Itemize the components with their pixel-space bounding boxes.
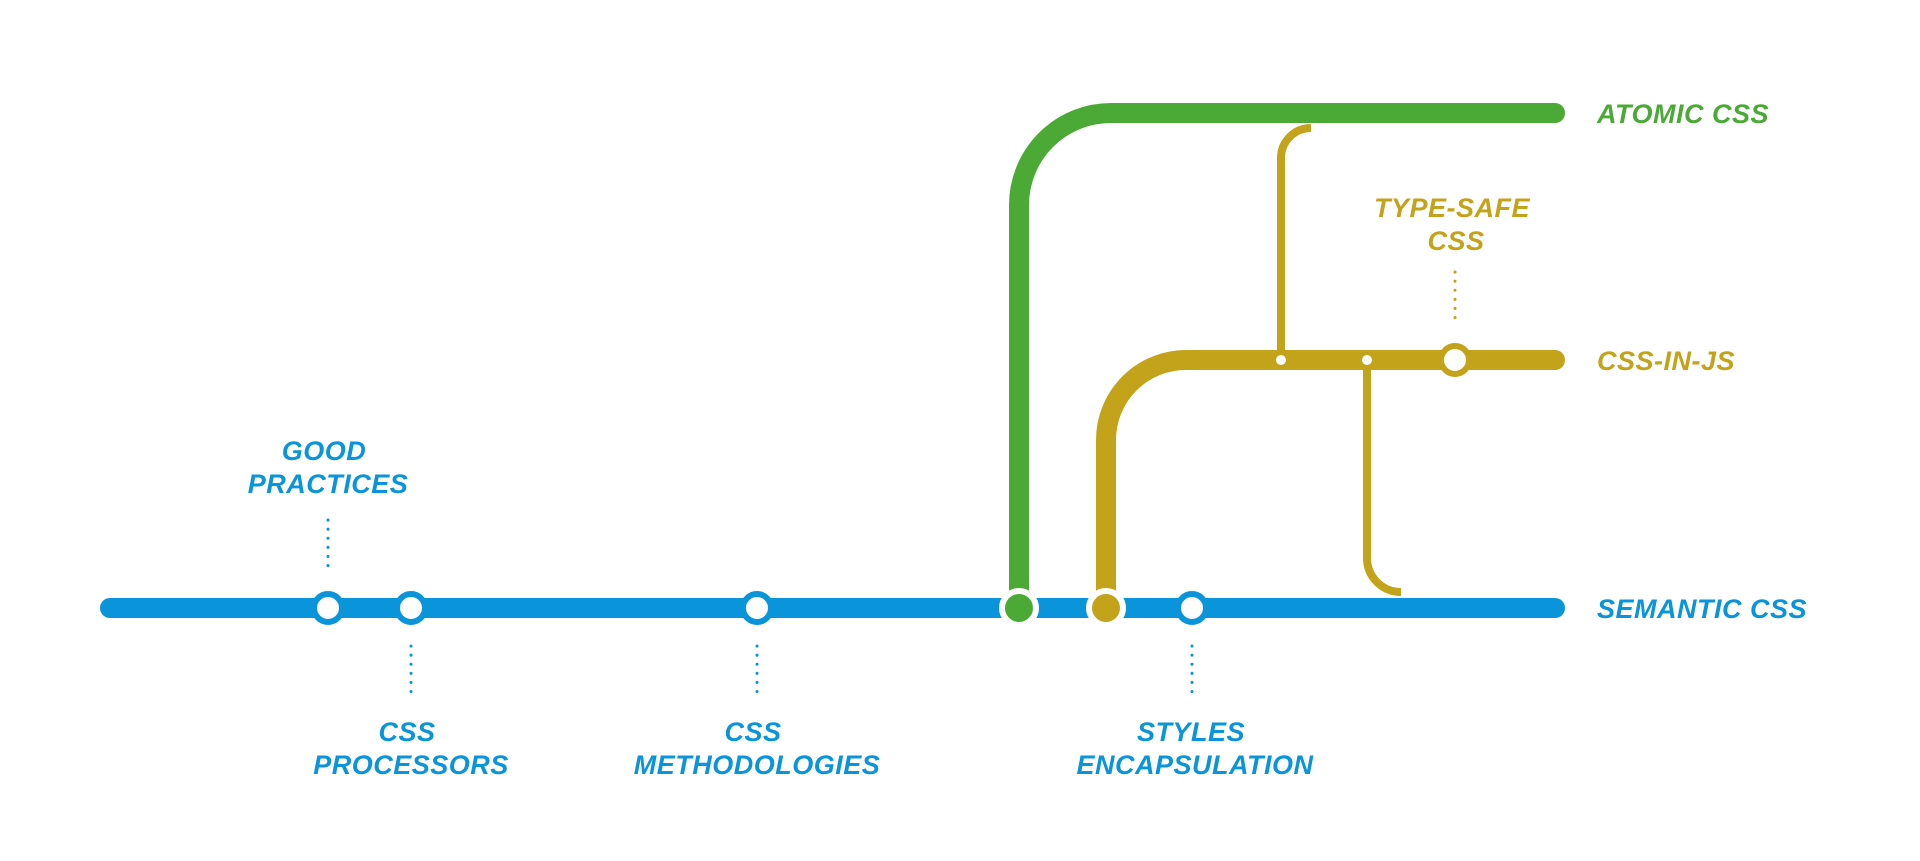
station-css-processors: [394, 591, 428, 625]
station-label-styles-encapsulation: STYLES ENCAPSULATION: [1076, 717, 1313, 780]
station-label-css-processors: CSS PROCESSORS: [313, 717, 509, 780]
station-label-type-safe-css: TYPE-SAFE CSS: [1374, 193, 1538, 256]
leader-lines: [326, 270, 1457, 702]
line-label-semantic-css: SEMANTIC CSS: [1597, 594, 1807, 624]
station-label-line: METHODOLOGIES: [634, 750, 881, 780]
station-label-line: PROCESSORS: [313, 750, 509, 780]
css-in-js-branch-to-atomic: [1277, 124, 1312, 360]
station-label-line: STYLES: [1137, 717, 1245, 747]
atomic-css-track: [1009, 103, 1565, 602]
station-css-methodologies: [740, 591, 774, 625]
station-label-line: PRACTICES: [248, 469, 409, 499]
station-label-css-methodologies: CSS METHODOLOGIES: [634, 717, 881, 780]
station-label-line: CSS: [724, 717, 781, 747]
stations: [311, 343, 1472, 628]
station-good-practices: [311, 591, 345, 625]
atomic-css-line: [1009, 103, 1565, 602]
css-in-js-track: [1096, 350, 1565, 602]
station-atomic-interchange: [999, 588, 1039, 628]
line-label-atomic-css: ATOMIC CSS: [1596, 99, 1769, 129]
station-label-line: TYPE-SAFE: [1374, 193, 1531, 223]
station-type-safe-css: [1438, 343, 1472, 377]
station-styles-encapsulation: [1175, 591, 1209, 625]
line-label-css-in-js: CSS-IN-JS: [1597, 346, 1735, 376]
css-in-js-line: [1096, 124, 1565, 602]
junction-dot: [1362, 355, 1372, 365]
station-label-line: CSS: [1427, 226, 1484, 256]
junction-dot: [1276, 355, 1286, 365]
station-label-line: CSS: [378, 717, 435, 747]
station-label-line: GOOD: [282, 436, 367, 466]
css-in-js-branch-to-semantic: [1363, 360, 1402, 596]
station-css-in-js-interchange: [1086, 588, 1126, 628]
station-label-line: ENCAPSULATION: [1076, 750, 1313, 780]
station-label-good-practices: GOOD PRACTICES: [248, 436, 409, 499]
